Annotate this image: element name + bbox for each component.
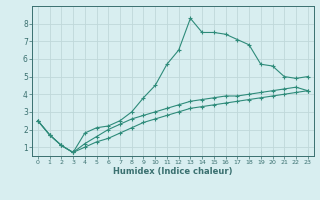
X-axis label: Humidex (Indice chaleur): Humidex (Indice chaleur) (113, 167, 233, 176)
